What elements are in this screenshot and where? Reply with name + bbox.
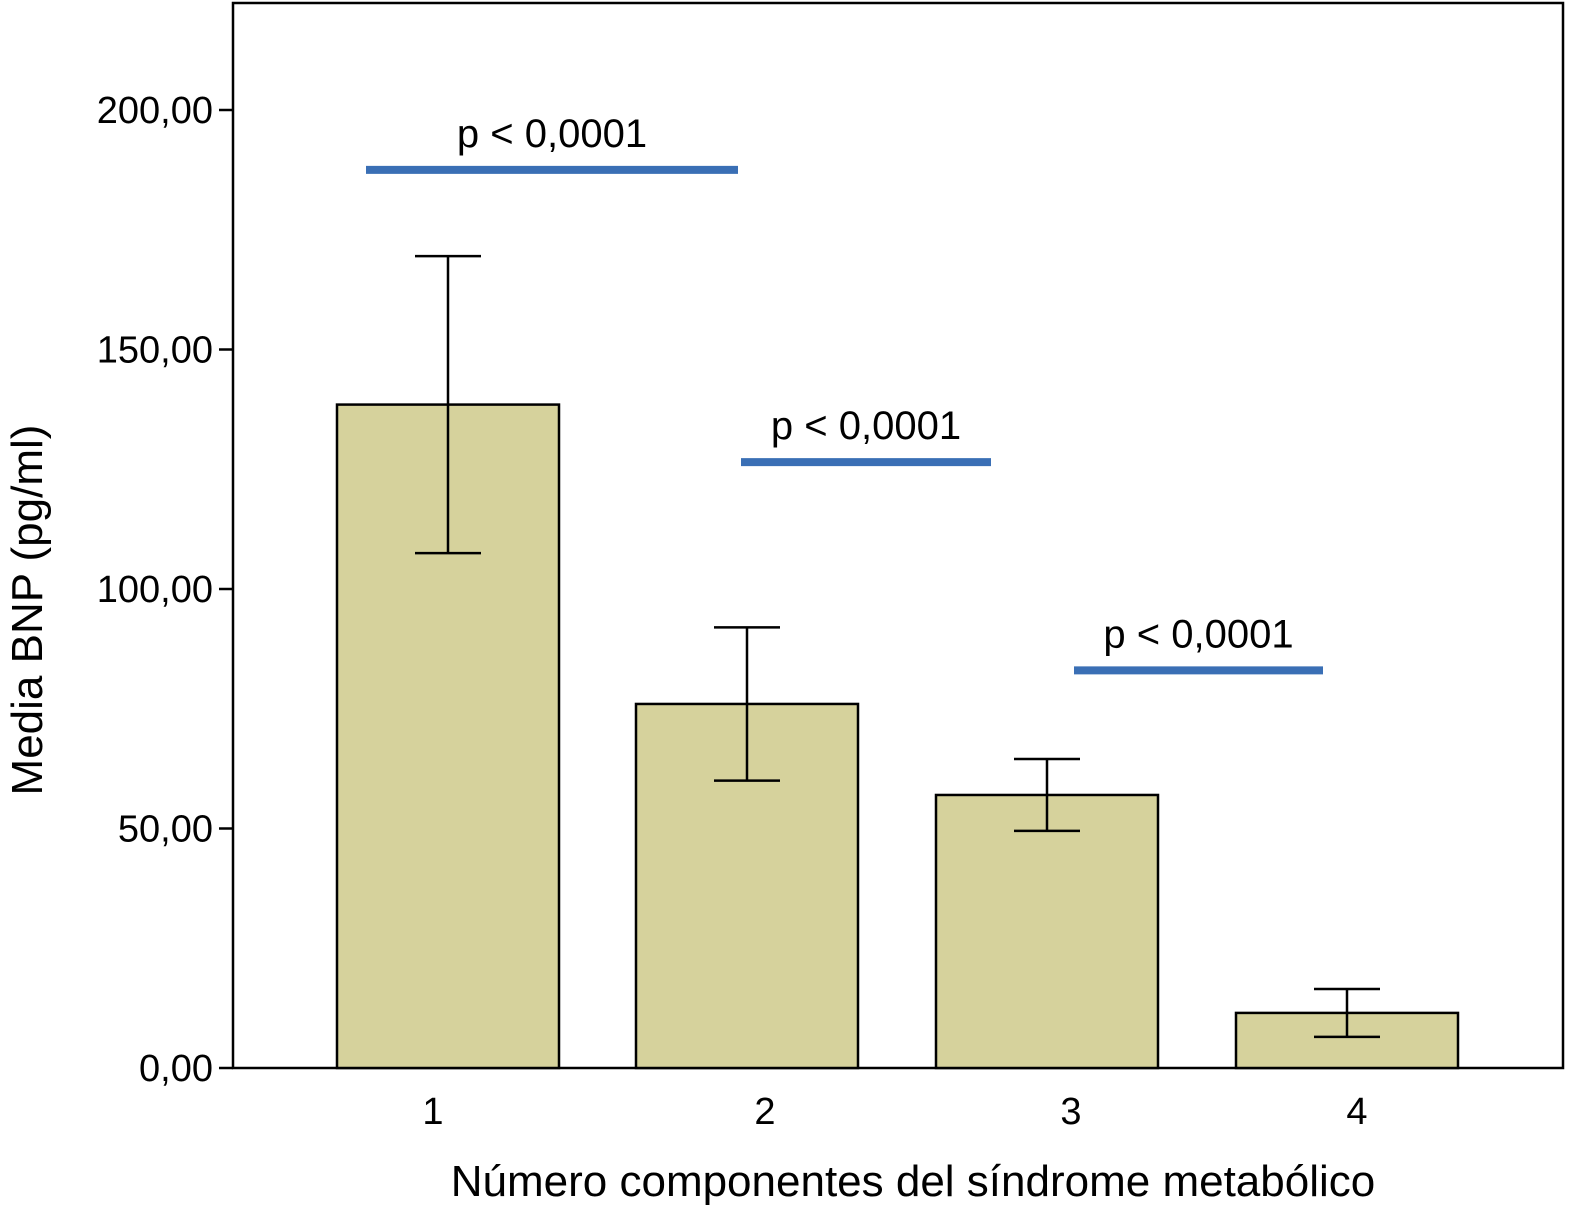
error-bar-2	[714, 626, 780, 782]
significance-annotations: p < 0,0001 p < 0,0001 p < 0,0001	[366, 112, 1323, 675]
x-axis: 1 2 3 4	[422, 1091, 1367, 1133]
y-axis: 0,00 50,00 100,00 150,00 200,00	[97, 90, 233, 1090]
y-tick-label: 50,00	[118, 809, 213, 851]
x-tick-label: 2	[754, 1091, 775, 1133]
significance-label: p < 0,0001	[457, 112, 647, 156]
significance-label: p < 0,0001	[1103, 612, 1293, 656]
error-bars	[415, 254, 1380, 1039]
bar-3	[934, 793, 1160, 1070]
x-tick-label: 4	[1346, 1091, 1367, 1133]
y-axis-title: Media BNP (pg/ml)	[3, 425, 52, 796]
x-tick-label: 1	[422, 1091, 443, 1133]
y-tick-label: 100,00	[97, 569, 213, 611]
error-bar-4	[1314, 987, 1380, 1039]
x-axis-title: Número componentes del síndrome metabóli…	[451, 1157, 1375, 1206]
y-tick-label: 0,00	[139, 1048, 213, 1090]
bars	[335, 403, 1460, 1070]
error-bar-3	[1014, 757, 1080, 833]
y-tick-label: 150,00	[97, 330, 213, 372]
significance-label: p < 0,0001	[771, 404, 961, 448]
x-tick-label: 3	[1060, 1091, 1081, 1133]
error-bar-1	[415, 254, 481, 555]
plot-frame	[231, 1, 1565, 1070]
y-tick-label: 200,00	[97, 90, 213, 132]
